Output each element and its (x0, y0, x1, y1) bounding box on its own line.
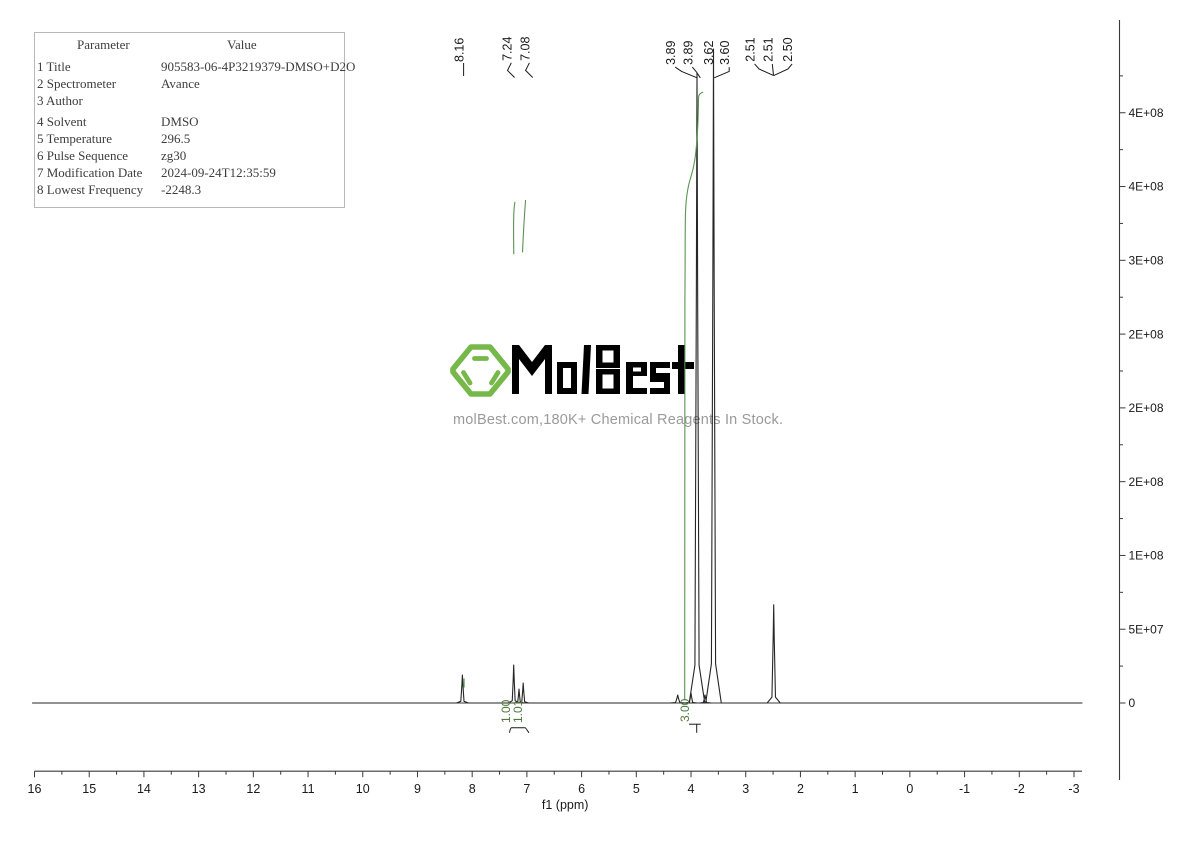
svg-text:1.01: 1.01 (511, 699, 525, 723)
svg-text:3.00: 3.00 (678, 698, 692, 722)
